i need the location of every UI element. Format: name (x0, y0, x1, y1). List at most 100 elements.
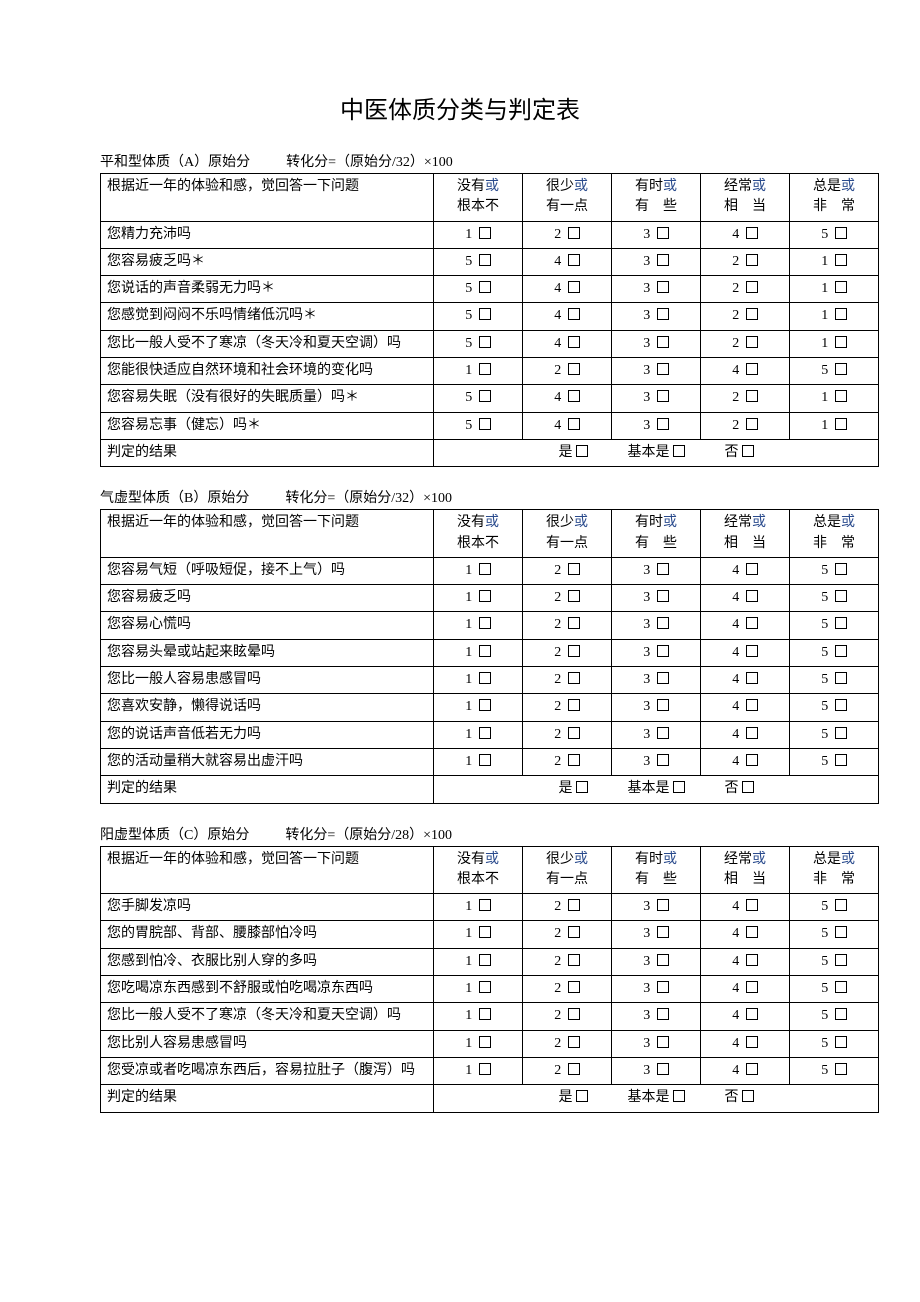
checkbox[interactable] (835, 336, 847, 348)
checkbox[interactable] (568, 617, 580, 629)
checkbox[interactable] (479, 699, 491, 711)
checkbox[interactable] (479, 754, 491, 766)
checkbox[interactable] (657, 954, 669, 966)
checkbox[interactable] (568, 308, 580, 320)
checkbox[interactable] (657, 363, 669, 375)
checkbox[interactable] (657, 899, 669, 911)
checkbox[interactable] (479, 672, 491, 684)
checkbox[interactable] (568, 336, 580, 348)
checkbox[interactable] (479, 390, 491, 402)
checkbox[interactable] (657, 1036, 669, 1048)
checkbox[interactable] (657, 227, 669, 239)
checkbox[interactable] (835, 981, 847, 993)
checkbox[interactable] (657, 281, 669, 293)
checkbox[interactable] (479, 1036, 491, 1048)
checkbox[interactable] (835, 254, 847, 266)
checkbox[interactable] (657, 590, 669, 602)
checkbox[interactable] (746, 727, 758, 739)
checkbox[interactable] (835, 899, 847, 911)
checkbox[interactable] (746, 227, 758, 239)
checkbox[interactable] (657, 727, 669, 739)
checkbox[interactable] (835, 645, 847, 657)
checkbox[interactable] (568, 926, 580, 938)
checkbox[interactable] (568, 672, 580, 684)
checkbox[interactable] (657, 1008, 669, 1020)
checkbox[interactable] (568, 254, 580, 266)
checkbox[interactable] (835, 390, 847, 402)
checkbox[interactable] (576, 781, 588, 793)
checkbox[interactable] (657, 699, 669, 711)
checkbox[interactable] (568, 981, 580, 993)
checkbox[interactable] (568, 563, 580, 575)
checkbox[interactable] (568, 645, 580, 657)
checkbox[interactable] (657, 617, 669, 629)
checkbox[interactable] (746, 981, 758, 993)
checkbox[interactable] (568, 418, 580, 430)
checkbox[interactable] (568, 281, 580, 293)
checkbox[interactable] (479, 954, 491, 966)
checkbox[interactable] (568, 1036, 580, 1048)
checkbox[interactable] (479, 617, 491, 629)
checkbox[interactable] (746, 926, 758, 938)
checkbox[interactable] (835, 590, 847, 602)
checkbox[interactable] (835, 1063, 847, 1075)
checkbox[interactable] (746, 645, 758, 657)
checkbox[interactable] (576, 445, 588, 457)
checkbox[interactable] (746, 563, 758, 575)
checkbox[interactable] (673, 1090, 685, 1102)
checkbox[interactable] (835, 699, 847, 711)
checkbox[interactable] (673, 781, 685, 793)
checkbox[interactable] (835, 227, 847, 239)
checkbox[interactable] (479, 418, 491, 430)
checkbox[interactable] (746, 899, 758, 911)
checkbox[interactable] (568, 1063, 580, 1075)
checkbox[interactable] (479, 254, 491, 266)
checkbox[interactable] (479, 899, 491, 911)
checkbox[interactable] (746, 754, 758, 766)
checkbox[interactable] (568, 754, 580, 766)
checkbox[interactable] (657, 563, 669, 575)
checkbox[interactable] (746, 281, 758, 293)
checkbox[interactable] (835, 563, 847, 575)
checkbox[interactable] (568, 954, 580, 966)
checkbox[interactable] (742, 445, 754, 457)
checkbox[interactable] (746, 390, 758, 402)
checkbox[interactable] (568, 1008, 580, 1020)
checkbox[interactable] (835, 617, 847, 629)
checkbox[interactable] (657, 754, 669, 766)
checkbox[interactable] (835, 363, 847, 375)
checkbox[interactable] (835, 281, 847, 293)
checkbox[interactable] (657, 672, 669, 684)
checkbox[interactable] (835, 308, 847, 320)
checkbox[interactable] (479, 336, 491, 348)
checkbox[interactable] (657, 645, 669, 657)
checkbox[interactable] (746, 617, 758, 629)
checkbox[interactable] (657, 308, 669, 320)
checkbox[interactable] (835, 754, 847, 766)
checkbox[interactable] (479, 926, 491, 938)
checkbox[interactable] (673, 445, 685, 457)
checkbox[interactable] (835, 418, 847, 430)
checkbox[interactable] (568, 727, 580, 739)
checkbox[interactable] (479, 563, 491, 575)
checkbox[interactable] (568, 699, 580, 711)
checkbox[interactable] (657, 981, 669, 993)
checkbox[interactable] (746, 254, 758, 266)
checkbox[interactable] (657, 336, 669, 348)
checkbox[interactable] (835, 727, 847, 739)
checkbox[interactable] (742, 1090, 754, 1102)
checkbox[interactable] (746, 1008, 758, 1020)
checkbox[interactable] (835, 954, 847, 966)
checkbox[interactable] (479, 1008, 491, 1020)
checkbox[interactable] (657, 1063, 669, 1075)
checkbox[interactable] (657, 390, 669, 402)
checkbox[interactable] (742, 781, 754, 793)
checkbox[interactable] (479, 645, 491, 657)
checkbox[interactable] (568, 363, 580, 375)
checkbox[interactable] (746, 699, 758, 711)
checkbox[interactable] (746, 954, 758, 966)
checkbox[interactable] (479, 281, 491, 293)
checkbox[interactable] (746, 418, 758, 430)
checkbox[interactable] (576, 1090, 588, 1102)
checkbox[interactable] (479, 981, 491, 993)
